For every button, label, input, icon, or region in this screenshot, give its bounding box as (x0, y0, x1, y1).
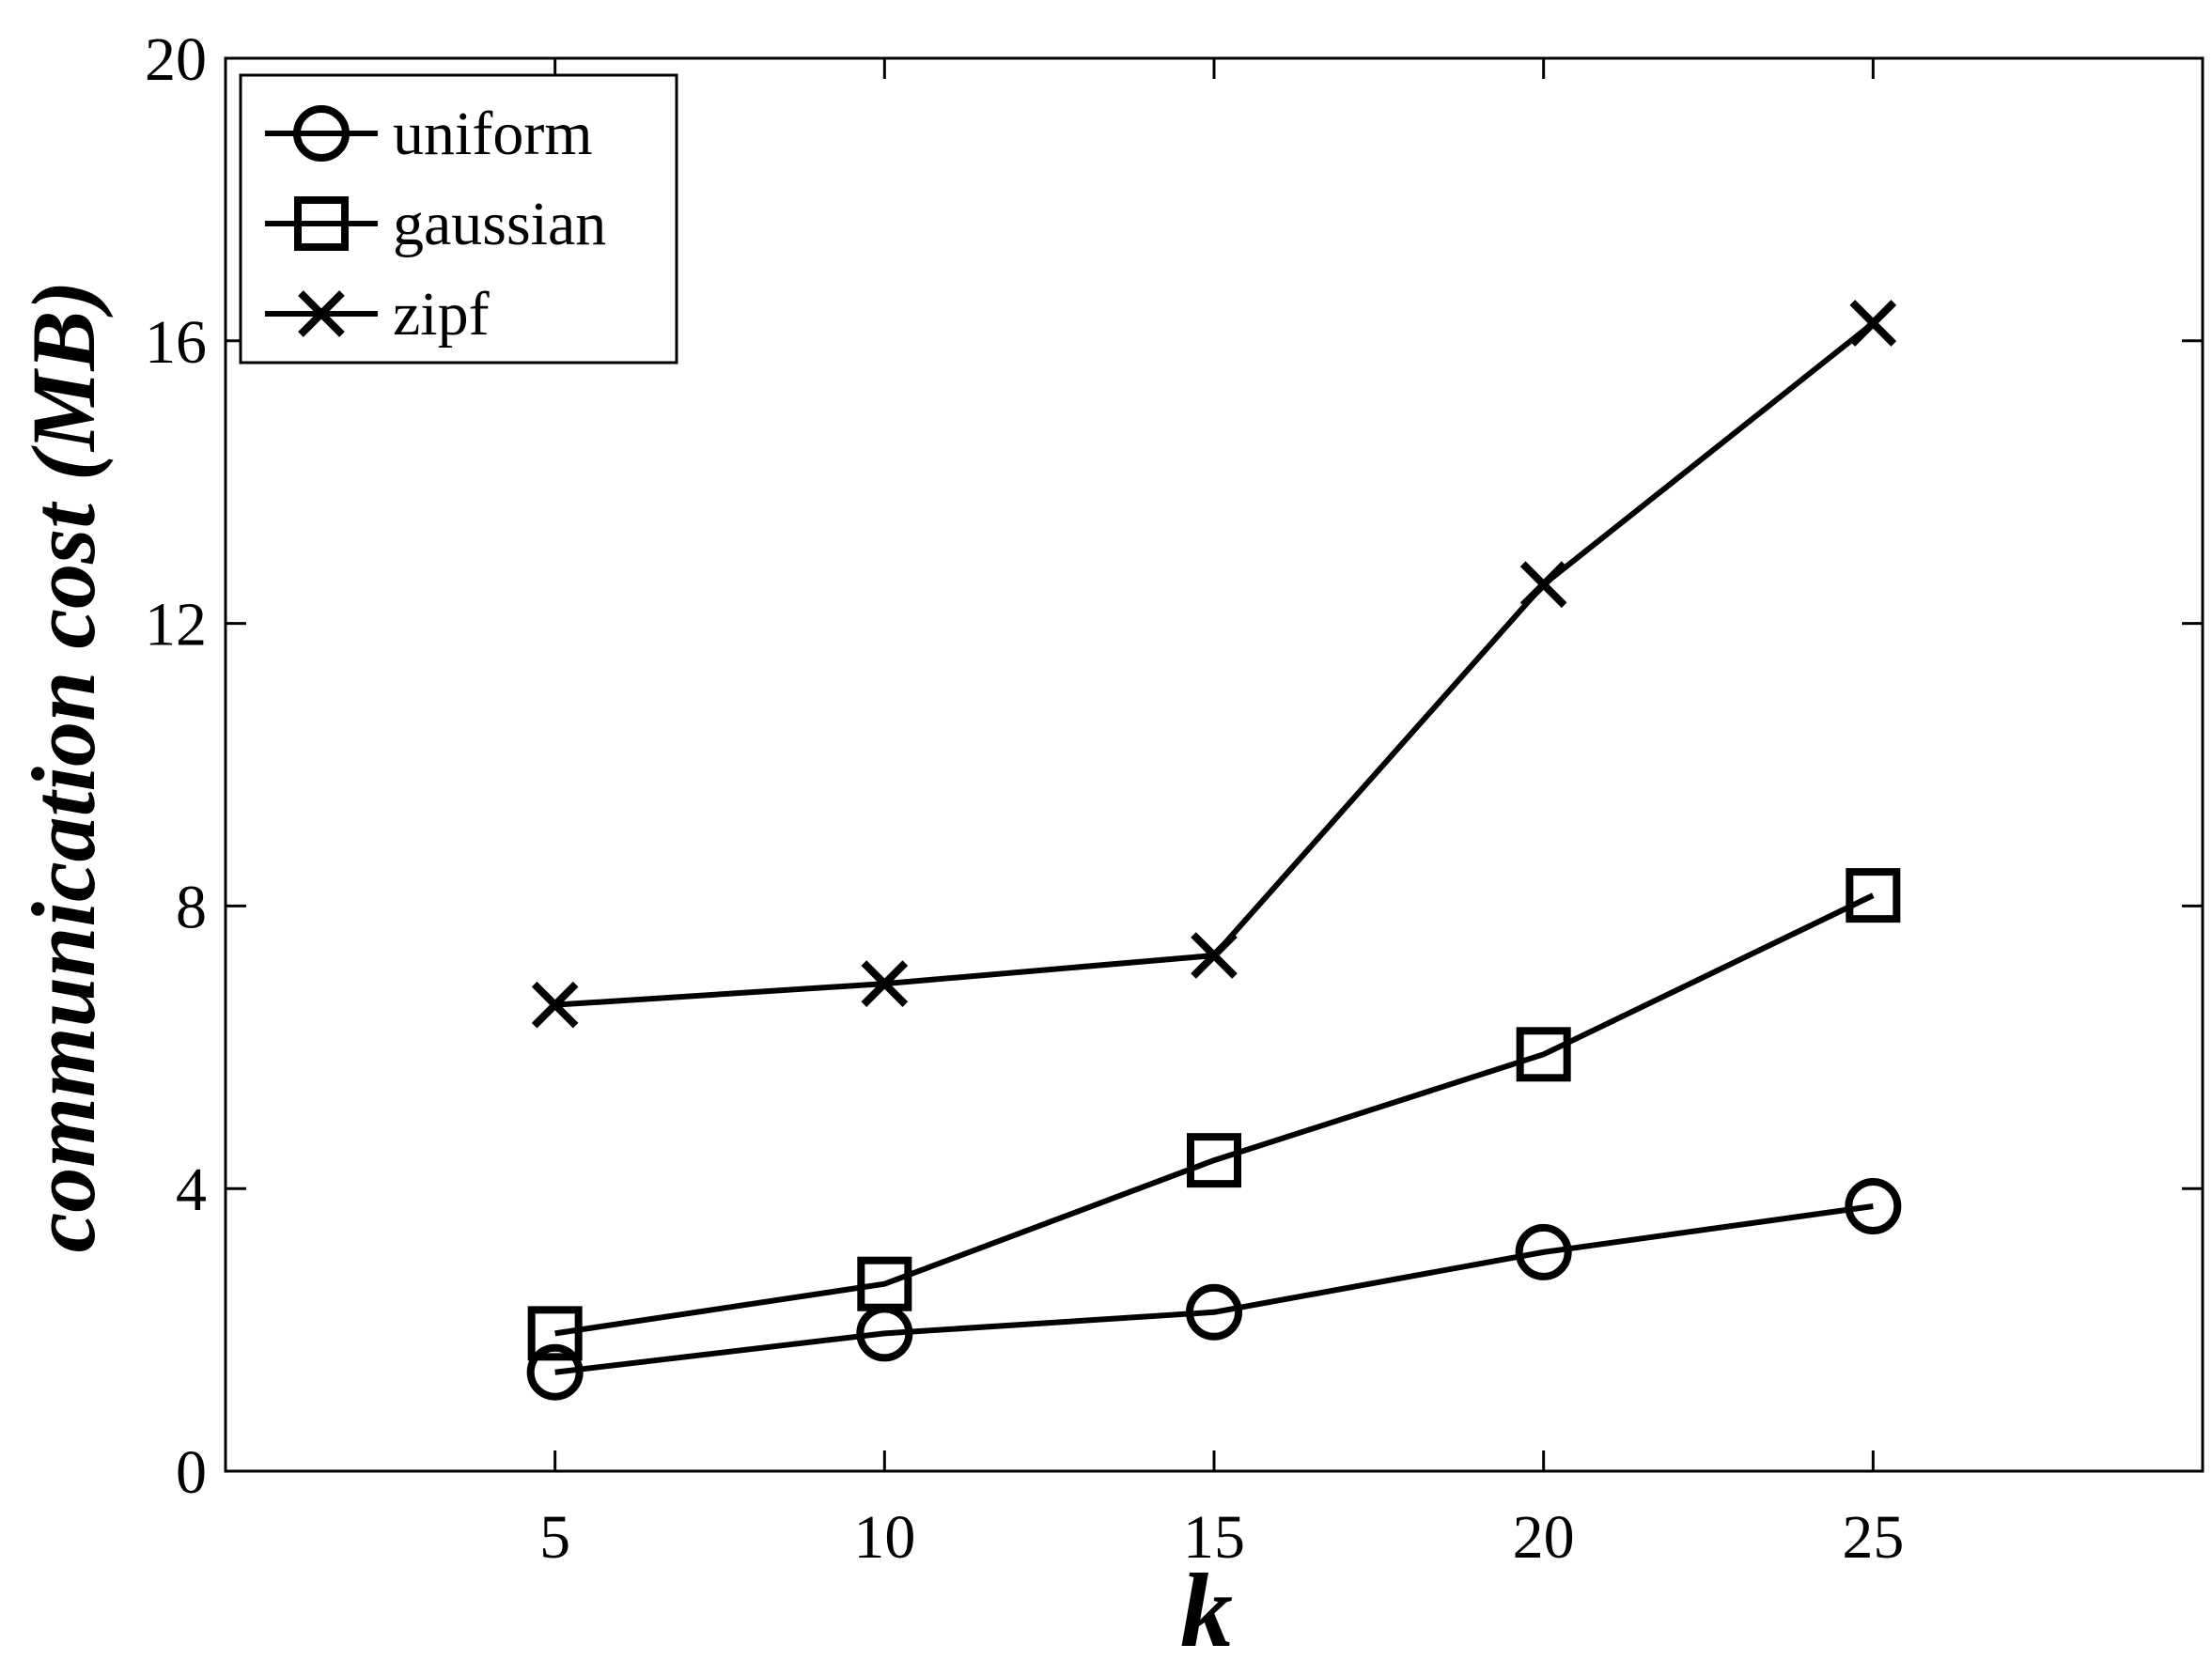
data-point-gaussian (1516, 1027, 1571, 1082)
x-axis-title: k (1180, 1553, 1233, 1669)
series-line-uniform (554, 1203, 1874, 1375)
legend-marker-circle (293, 105, 350, 162)
data-point-uniform (1186, 1283, 1242, 1341)
legend-marker-square (294, 196, 349, 251)
y-tick-label: 8 (176, 873, 207, 941)
data-point-uniform (526, 1343, 584, 1401)
y-tick-label: 12 (145, 591, 207, 659)
data-point-gaussian (857, 1256, 912, 1311)
y-tick-label: 0 (176, 1438, 207, 1507)
data-point-zipf (861, 960, 909, 1007)
legend-label: uniform (393, 100, 593, 168)
data-point-gaussian (527, 1306, 583, 1361)
axis-ticks: 5 10 15 20 25 0 4 8 12 16 20 (145, 25, 2203, 1572)
series-zipf (531, 300, 1897, 1029)
legend-marker-x (298, 290, 345, 337)
x-tick-label: 15 (1183, 1503, 1245, 1572)
series-layer (526, 300, 1902, 1401)
series-line-gaussian (554, 892, 1875, 1337)
y-tick-label: 20 (145, 25, 207, 94)
data-point-zipf (1191, 932, 1238, 979)
y-tick-label: 4 (176, 1155, 207, 1224)
x-tick-label: 5 (539, 1503, 570, 1572)
legend: uniform gaussian zipf (239, 73, 678, 364)
legend-items: uniform gaussian zipf (265, 100, 606, 349)
data-point-uniform (1515, 1223, 1572, 1280)
y-tick-label: 16 (145, 308, 207, 377)
legend-item-uniform: uniform (265, 100, 593, 168)
legend-item-zipf: zipf (265, 280, 490, 349)
data-point-zipf (531, 981, 579, 1029)
data-point-zipf (1519, 561, 1567, 609)
data-point-uniform (1845, 1178, 1902, 1234)
data-point-gaussian (1846, 868, 1901, 923)
series-gaussian (527, 868, 1901, 1361)
x-tick-label: 20 (1513, 1503, 1575, 1572)
x-tick-label: 25 (1842, 1503, 1904, 1572)
series-uniform (526, 1178, 1902, 1401)
legend-label: zipf (393, 280, 490, 349)
y-axis-title: communication cost (MB) (13, 281, 114, 1253)
legend-item-gaussian: gaussian (265, 190, 606, 258)
data-point-zipf (1849, 300, 1897, 347)
x-tick-label: 10 (853, 1503, 915, 1572)
data-point-gaussian (1187, 1133, 1241, 1188)
legend-label: gaussian (393, 190, 606, 258)
